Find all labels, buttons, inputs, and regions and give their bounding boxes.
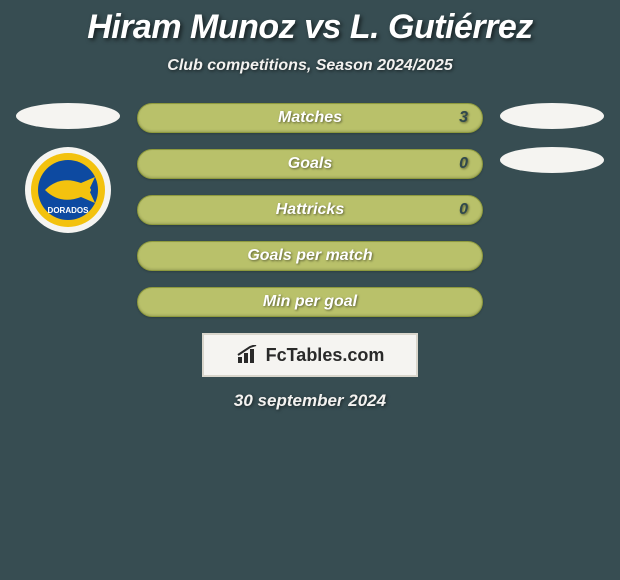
dorados-logo-icon: DORADOS xyxy=(25,147,111,233)
stat-bar: Goals per match xyxy=(137,241,483,271)
stat-bar: Min per goal xyxy=(137,287,483,317)
stat-label: Goals per match xyxy=(247,247,372,265)
team-right-logo-placeholder xyxy=(500,147,604,173)
stat-bar: Goals 0 xyxy=(137,149,483,179)
brand-badge: FcTables.com xyxy=(202,333,418,377)
stat-value-right: 0 xyxy=(459,155,468,173)
left-player-column: DORADOS xyxy=(8,103,128,233)
stat-value-right: 3 xyxy=(459,109,468,127)
page-subtitle: Club competitions, Season 2024/2025 xyxy=(0,57,620,75)
player-right-flag-placeholder xyxy=(500,103,604,129)
brand-text: FcTables.com xyxy=(266,345,385,366)
stat-bar: Matches 3 xyxy=(137,103,483,133)
bar-chart-icon xyxy=(236,345,260,365)
stat-label: Goals xyxy=(288,155,332,173)
stat-label: Hattricks xyxy=(276,201,344,219)
content-row: DORADOS Matches 3 Goals 0 Hattricks 0 Goals pe… xyxy=(0,103,620,317)
snapshot-date: 30 september 2024 xyxy=(0,391,620,411)
svg-text:DORADOS: DORADOS xyxy=(48,206,90,215)
page-title: Hiram Munoz vs L. Gutiérrez xyxy=(0,8,620,47)
player-left-flag-placeholder xyxy=(16,103,120,129)
comparison-card: Hiram Munoz vs L. Gutiérrez Club competi… xyxy=(0,0,620,580)
stat-value-right: 0 xyxy=(459,201,468,219)
right-player-column xyxy=(492,103,612,191)
stat-label: Min per goal xyxy=(263,293,357,311)
stat-bar: Hattricks 0 xyxy=(137,195,483,225)
team-left-logo: DORADOS xyxy=(25,147,111,233)
stat-label: Matches xyxy=(278,109,342,127)
stat-bars: Matches 3 Goals 0 Hattricks 0 Goals per match M… xyxy=(137,103,483,317)
